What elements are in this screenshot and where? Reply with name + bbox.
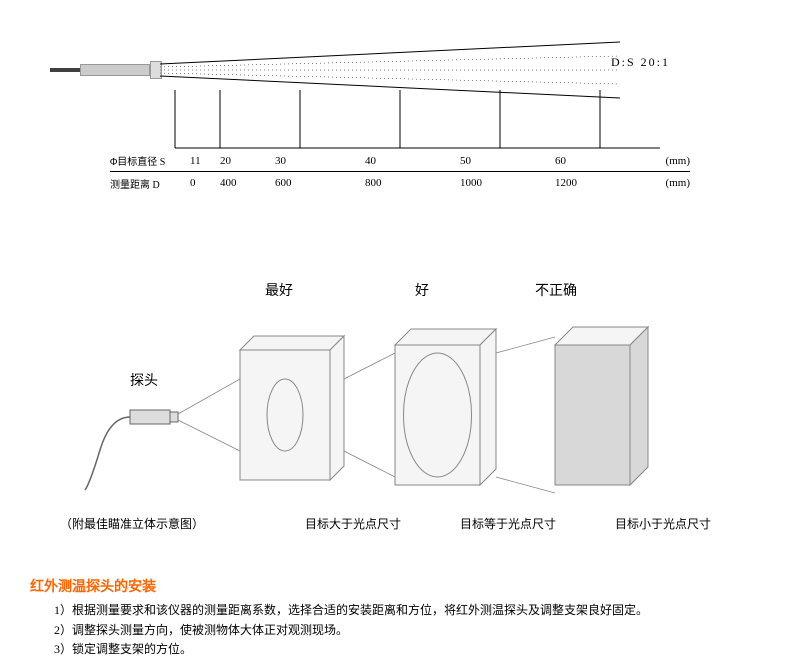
aiming-diagram: 最好好不正确 探头 （附最佳瞄准立体示意图）目标大于光点尺寸目标等于光点尺寸目标… [60,280,760,560]
instruction-line: 3）锁定调整支架的方位。 [30,640,770,659]
distance-value: 1200 [555,177,635,189]
distance-diameter-diagram: D:S 20:1 Φ目标直径 S 112030405060 (mm) 测量距离 … [50,20,750,220]
panel-caption: （附最佳瞄准立体示意图） [60,515,204,532]
diameter-value: 40 [365,155,460,167]
quality-header: 好 [415,280,429,300]
ds-ratio-label: D:S 20:1 [611,55,670,70]
distance-value: 600 [275,177,365,189]
diameter-value: 60 [555,155,635,167]
measurement-table: Φ目标直径 S 112030405060 (mm) 测量距离 D 0400600… [110,150,690,194]
quality-header: 最好 [265,280,293,300]
panel-caption: 目标小于光点尺寸 [615,515,711,532]
panel-caption: 目标大于光点尺寸 [305,515,401,532]
distance-row: 测量距离 D 040060080010001200 (mm) [110,172,690,194]
distance-value: 800 [365,177,460,189]
panel-caption: 目标等于光点尺寸 [460,515,556,532]
distance-unit: (mm) [666,177,690,189]
diameter-value: 50 [460,155,555,167]
diameter-value: 11 [190,155,220,167]
instruction-line: 1）根据测量要求和该仪器的测量距离系数，选择合适的安装距离和方位，将红外测温探头… [30,601,770,620]
section-title: 红外测温探头的安装 [30,577,770,599]
installation-text-section: 红外测温探头的安装 1）根据测量要求和该仪器的测量距离系数，选择合适的安装距离和… [30,577,770,659]
diameter-row: Φ目标直径 S 112030405060 (mm) [110,150,690,172]
distance-value: 400 [220,177,275,189]
distance-label: 测量距离 D [110,176,190,191]
aiming-svg [60,310,760,520]
distance-value: 1000 [460,177,555,189]
quality-header: 不正确 [535,280,577,300]
distance-value: 0 [190,177,220,189]
instruction-line: 2）调整探头测量方向，使被测物体大体正对观测现场。 [30,621,770,640]
diameter-unit: (mm) [666,155,690,167]
diameter-value: 30 [275,155,365,167]
diameter-label: Φ目标直径 S [110,153,190,168]
diameter-value: 20 [220,155,275,167]
